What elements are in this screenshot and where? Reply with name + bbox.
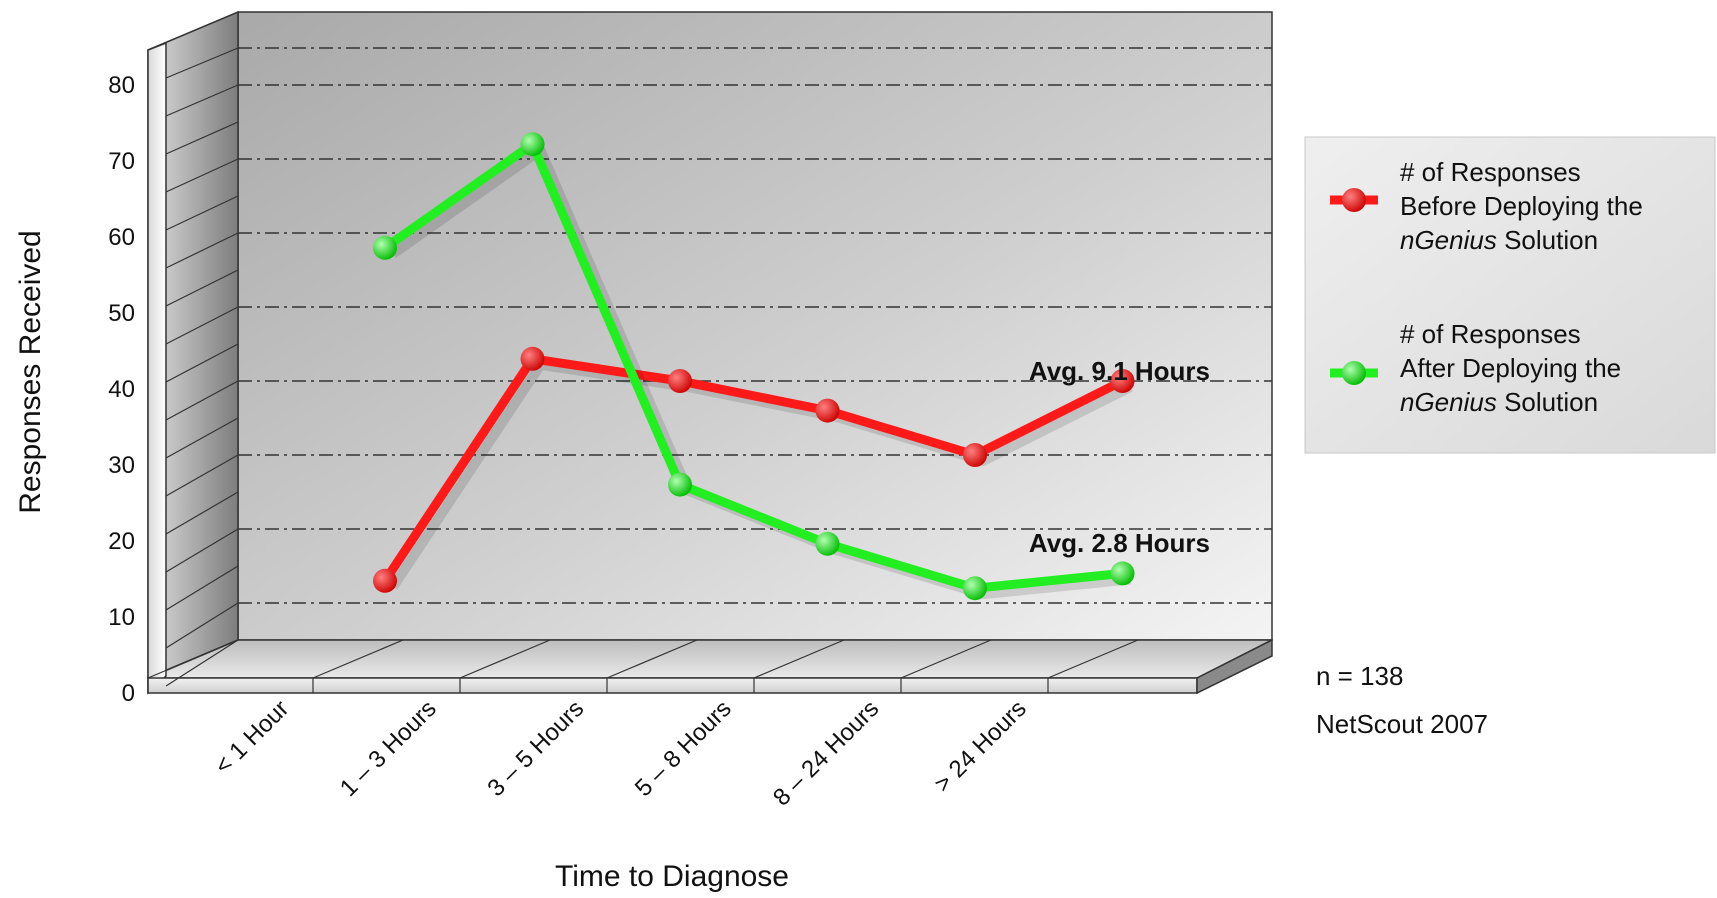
- y-tick-label: 70: [108, 148, 135, 175]
- grid-lines: [165, 47, 1272, 687]
- side-wall-line: [165, 639, 239, 687]
- side-wall-line: [165, 269, 239, 307]
- legend-marker-before: [1342, 188, 1366, 212]
- legend-label-after-line3: nGenius Solution: [1400, 387, 1598, 417]
- x-axis-title: Time to Diagnose: [555, 860, 789, 893]
- x-tick-label: 5 – 8 Hours: [630, 695, 737, 802]
- floor-divider: [606, 639, 698, 679]
- floor-divider: [753, 639, 845, 679]
- side-wall-line: [165, 158, 239, 193]
- series-line-before: [381, 354, 1125, 584]
- data-point-after: [815, 531, 840, 556]
- floor: [147, 639, 1273, 679]
- x-tick-label: 3 – 5 Hours: [482, 695, 589, 802]
- source-note: NetScout 2007: [1316, 709, 1488, 739]
- legend-label-before-line3: nGenius Solution: [1400, 225, 1598, 255]
- side-wall-line: [165, 454, 239, 497]
- side-wall-line: [165, 84, 239, 117]
- data-point-after: [668, 472, 692, 497]
- floor-dividers: [147, 639, 1139, 693]
- floor-divider: [312, 639, 404, 679]
- y-axis-ticks: 0 10 20 30 40 50 60 70 80: [108, 72, 135, 707]
- side-wall-line: [165, 565, 239, 611]
- floor-divider: [147, 639, 239, 679]
- floor-divider: [1047, 639, 1139, 679]
- legend-marker-after: [1342, 361, 1366, 385]
- floor-divider: [900, 639, 992, 679]
- y-tick-label: 50: [108, 300, 135, 327]
- y-tick-label: 80: [108, 72, 135, 99]
- legend-label-before-line1: # of Responses: [1400, 157, 1581, 187]
- data-point-before: [815, 398, 840, 423]
- side-wall-line: [165, 602, 239, 649]
- data-point-before: [668, 369, 692, 393]
- y-tick-label: 10: [108, 604, 135, 631]
- annotation-avg-before: Avg. 9.1 Hours: [1029, 356, 1210, 386]
- annotation-avg-after: Avg. 2.8 Hours: [1029, 528, 1210, 558]
- right-floor-edge: [1196, 638, 1273, 695]
- data-point-after: [520, 132, 545, 157]
- side-wall-line: [165, 380, 239, 421]
- floor-divider: [459, 639, 551, 679]
- data-point-after: [1110, 561, 1135, 586]
- data-point-before: [963, 443, 987, 467]
- side-wall-line: [165, 195, 239, 231]
- side-wall-line: [165, 306, 239, 345]
- y-tick-label: 40: [108, 376, 135, 403]
- side-wall-line: [165, 417, 239, 459]
- y-tick-label: 20: [108, 528, 135, 555]
- side-wall-line: [165, 528, 239, 573]
- x-tick-label: > 24 Hours: [929, 695, 1032, 798]
- side-wall-line: [165, 232, 239, 269]
- y-tick-label: 60: [108, 224, 135, 251]
- side-wall-line: [165, 343, 239, 383]
- y-tick-label: 30: [108, 452, 135, 479]
- y-axis-title: Responses Received: [14, 230, 47, 514]
- left-front-strip: [147, 41, 167, 695]
- data-point-after: [373, 235, 397, 260]
- legend-label-after-line2: After Deploying the: [1400, 353, 1621, 383]
- y-tick-label: 0: [122, 680, 135, 707]
- legend-box: [1304, 136, 1716, 454]
- side-wall-line: [165, 491, 239, 535]
- x-axis-tick-labels: < 1 Hour 1 – 3 Hours 3 – 5 Hours 5 – 8 Hour…: [210, 695, 1032, 811]
- series-line-after: [382, 139, 1123, 593]
- x-tick-label: 8 – 24 Hours: [768, 695, 884, 811]
- sample-size-note: n = 138: [1316, 661, 1403, 691]
- series-layer: [373, 132, 1135, 601]
- side-wall-line: [165, 47, 239, 79]
- legend-label-after-line1: # of Responses: [1400, 319, 1581, 349]
- x-tick-label: < 1 Hour: [210, 695, 295, 780]
- data-point-before: [1110, 369, 1135, 393]
- data-point-before: [520, 346, 545, 371]
- legend: # of Responses Before Deploying the nGen…: [1304, 136, 1716, 454]
- data-point-after: [963, 576, 987, 601]
- legend-label-before-line2: Before Deploying the: [1400, 191, 1643, 221]
- data-point-before: [373, 568, 397, 593]
- x-tick-label: 1 – 3 Hours: [335, 695, 442, 802]
- bottom-front-strip: [147, 677, 1198, 694]
- side-wall-line: [165, 121, 239, 155]
